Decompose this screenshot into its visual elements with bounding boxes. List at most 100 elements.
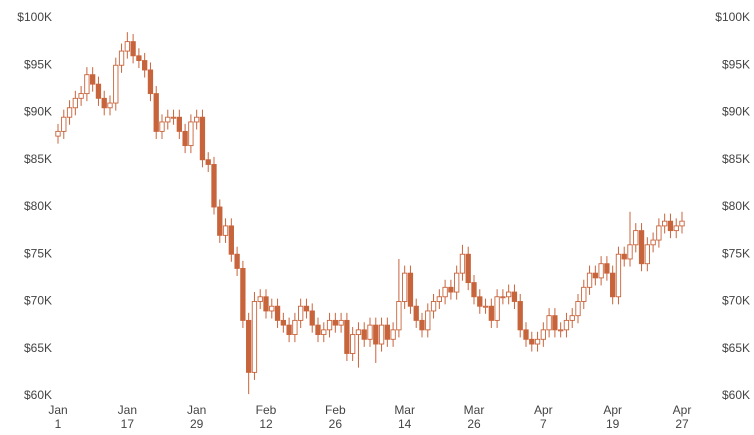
y2-tick-label: $85K <box>722 152 750 166</box>
candle-body <box>482 305 489 308</box>
candle-body <box>66 107 73 118</box>
x-tick-label: Jan 1 <box>48 403 68 431</box>
candle-body <box>413 305 419 321</box>
candle-body <box>592 272 598 279</box>
candle-body <box>286 324 292 336</box>
candle-body <box>107 102 113 109</box>
candle-body <box>390 329 396 340</box>
candle-body <box>205 159 211 165</box>
x-tick-label: Jan 17 <box>117 403 137 431</box>
y-tick-label: $75K <box>24 246 52 260</box>
candle-body <box>153 93 159 132</box>
candle-body <box>332 319 338 326</box>
candle-body <box>182 130 188 147</box>
candle-body <box>540 329 546 340</box>
candle-body <box>378 324 385 345</box>
candle-body <box>581 286 587 302</box>
y2-tick-label: $90K <box>722 105 750 119</box>
candle-body <box>199 116 206 161</box>
candle-body <box>373 324 379 345</box>
candle-body <box>454 272 460 293</box>
candle-body <box>569 315 575 321</box>
candle-body <box>84 74 90 95</box>
candle-body <box>488 305 494 321</box>
candle-body <box>667 220 674 232</box>
candle-body <box>586 272 593 288</box>
candle-body <box>142 60 148 71</box>
candle-body <box>344 319 350 354</box>
candle-body <box>303 305 310 312</box>
y2-tick-label: $80K <box>722 199 750 213</box>
y-tick-label: $90K <box>24 105 52 119</box>
candle-body <box>610 272 616 298</box>
y-tick-label: $95K <box>24 57 52 71</box>
x-tick-label: Feb 26 <box>324 403 346 431</box>
x-tick-label: Mar 26 <box>463 403 485 431</box>
candle-body <box>621 253 627 260</box>
candle-body <box>188 121 194 147</box>
x-tick-label: Jan 29 <box>186 403 207 431</box>
candle-body <box>546 315 552 331</box>
candle-body <box>55 130 61 137</box>
candle-body <box>246 319 252 373</box>
y-tick-label: $80K <box>24 199 52 213</box>
candle-body <box>425 310 431 331</box>
candle-body <box>459 253 466 274</box>
candle-body <box>558 329 564 332</box>
candle-body <box>534 338 541 345</box>
candle-body <box>280 319 286 326</box>
candle-body <box>396 301 402 331</box>
candle-body <box>598 263 604 279</box>
x-tick-label: Feb 12 <box>255 403 277 431</box>
candle-body <box>638 230 645 265</box>
candle-body <box>240 267 246 321</box>
candle-body <box>662 220 668 227</box>
candle-body <box>147 69 154 95</box>
candle-body <box>355 329 362 336</box>
candle-body <box>338 319 344 326</box>
candle-body <box>211 164 217 208</box>
candle-body <box>309 310 315 326</box>
candle-body <box>430 301 437 312</box>
candle-body <box>506 291 512 298</box>
candle-body <box>523 329 529 340</box>
candle-body <box>575 301 581 317</box>
candle-body <box>350 334 356 354</box>
candle-body <box>251 301 258 373</box>
y-tick-label: $60K <box>24 388 52 402</box>
candle-body <box>321 329 327 336</box>
x-tick-label: Apr 19 <box>603 403 622 431</box>
candle-body <box>500 296 506 299</box>
candle-body <box>361 329 367 340</box>
candle-body <box>176 116 182 132</box>
candle-body <box>644 244 650 265</box>
candle-body <box>101 97 107 109</box>
y2-tick-label: $70K <box>722 294 750 308</box>
y2-tick-label: $95K <box>722 57 750 71</box>
candle-body <box>298 305 304 321</box>
candle-body <box>615 253 622 298</box>
candle-body <box>402 272 408 302</box>
candle-body <box>315 324 321 336</box>
y2-tick-label: $60K <box>722 388 750 402</box>
candle-body <box>292 319 298 336</box>
candle-body <box>228 225 234 255</box>
candle-body <box>436 296 442 302</box>
y2-tick-label: $75K <box>722 246 750 260</box>
candle-body <box>529 338 535 345</box>
x-tick-label: Apr 27 <box>672 403 692 431</box>
candle-body <box>274 305 281 321</box>
candle-body <box>465 253 471 284</box>
candle-body <box>471 282 477 298</box>
candle-body <box>217 206 223 236</box>
y2-tick-label: $65K <box>722 341 750 355</box>
candle-body <box>477 296 483 307</box>
candle-body <box>90 74 96 85</box>
candle-body <box>113 64 119 104</box>
candle-body <box>61 116 67 132</box>
candle-body <box>165 116 171 123</box>
candle-body <box>419 319 425 331</box>
candle-body <box>234 253 240 269</box>
candle-body <box>263 296 269 312</box>
